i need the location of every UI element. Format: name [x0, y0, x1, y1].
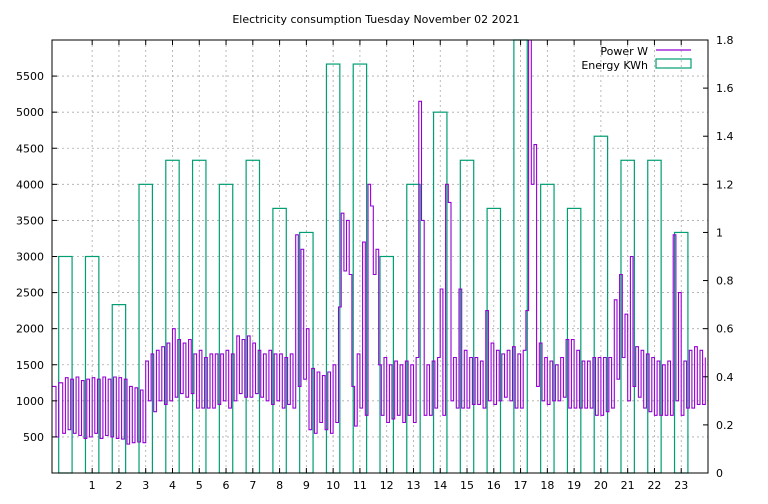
- x-tick-label: 4: [169, 479, 176, 492]
- y-tick-label: 1000: [16, 395, 44, 408]
- y2-tick-label: 0.2: [716, 419, 734, 432]
- x-tick-label: 9: [303, 479, 310, 492]
- y2-tick-label: 1.8: [716, 34, 734, 47]
- y2-tick-label: 1.6: [716, 82, 734, 95]
- x-tick-label: 16: [487, 479, 501, 492]
- x-tick-label: 10: [326, 479, 340, 492]
- x-tick-label: 7: [249, 479, 256, 492]
- x-tick-label: 23: [674, 479, 688, 492]
- x-tick-label: 2: [115, 479, 122, 492]
- energy-bar: [218, 183, 234, 474]
- x-tick-label: 1: [89, 479, 96, 492]
- y-axis-ticks: 500 1000 1500 2000 2500 3000 3500 4000 4500 5000 5…: [16, 70, 57, 444]
- x-tick-label: 14: [433, 479, 447, 492]
- x-axis-ticks: 1 2 3 4 5 6 7 8 9 10 11 12 13 14 15 16 17 18 19 20 21 22 23: [89, 40, 688, 492]
- legend-label-energy: Energy KWh: [581, 59, 648, 72]
- x-tick-label: 11: [353, 479, 367, 492]
- x-tick-label: 22: [647, 479, 661, 492]
- x-tick-label: 17: [514, 479, 528, 492]
- power-line: [52, 39, 706, 445]
- power-series: [52, 39, 706, 445]
- x-tick-label: 21: [621, 479, 635, 492]
- y-tick-label: 2000: [16, 323, 44, 336]
- legend-label-power: Power W: [600, 45, 648, 58]
- x-tick-label: 8: [276, 479, 283, 492]
- y2-tick-label: 1.2: [716, 178, 734, 191]
- y-tick-label: 2500: [16, 287, 44, 300]
- x-tick-label: 6: [223, 479, 230, 492]
- y-tick-label: 4000: [16, 178, 44, 191]
- y-tick-label: 1500: [16, 359, 44, 372]
- y-tick-label: 500: [23, 431, 44, 444]
- y2-tick-label: 1.4: [716, 130, 734, 143]
- y2-tick-label: 0.8: [716, 275, 734, 288]
- x-tick-label: 13: [406, 479, 420, 492]
- energy-bar: [58, 255, 73, 474]
- y2-axis-ticks: 0 0.2 0.4 0.6 0.8 1 1.2 1.4 1.6 1.8: [703, 34, 734, 480]
- x-tick-label: 3: [142, 479, 149, 492]
- x-tick-label: 15: [460, 479, 474, 492]
- y2-tick-label: 0.4: [716, 371, 734, 384]
- y-tick-label: 5500: [16, 70, 44, 83]
- x-tick-label: 18: [540, 479, 554, 492]
- x-tick-label: 5: [196, 479, 203, 492]
- x-tick-label: 12: [380, 479, 394, 492]
- y-tick-label: 3500: [16, 214, 44, 227]
- y2-tick-label: 0: [716, 467, 723, 480]
- y-tick-label: 5000: [16, 106, 44, 119]
- y-tick-label: 3000: [16, 251, 44, 264]
- y2-tick-label: 0.6: [716, 323, 734, 336]
- chart-title: Electricity consumption Tuesday November…: [232, 13, 519, 26]
- x-tick-label: 19: [567, 479, 581, 492]
- legend-swatch-energy: [655, 58, 692, 69]
- y-tick-label: 4500: [16, 142, 44, 155]
- x-tick-label: 20: [594, 479, 608, 492]
- y2-tick-label: 1: [716, 226, 723, 239]
